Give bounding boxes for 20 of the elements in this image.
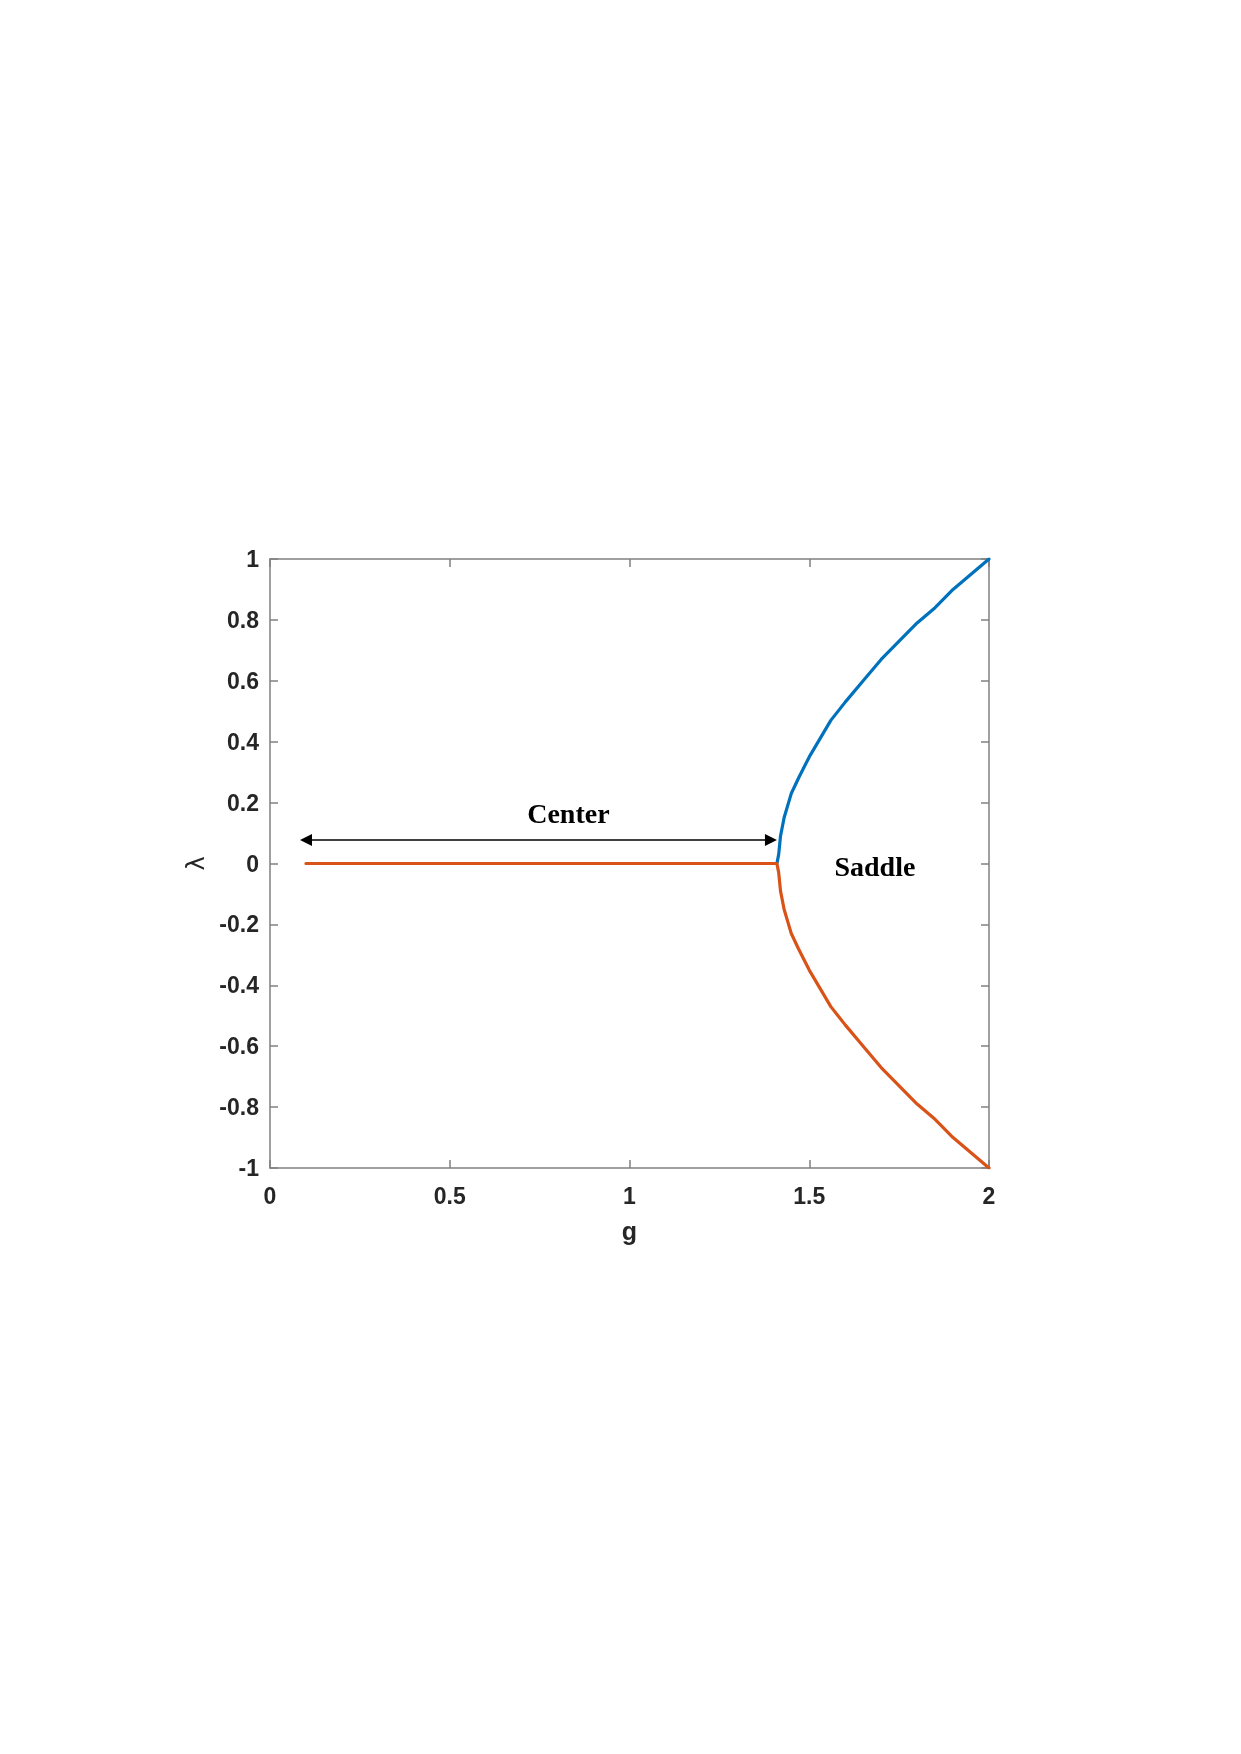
y-tick-label: 0.6 xyxy=(227,667,259,694)
annotation: Center xyxy=(527,797,610,829)
y-tick-label: 0.8 xyxy=(227,606,260,633)
y-tick-label: 0.2 xyxy=(227,789,259,816)
y-tick-label: -0.8 xyxy=(219,1094,260,1121)
x-tick-label: 0.5 xyxy=(433,1182,466,1209)
annotation: Saddle xyxy=(834,850,916,882)
y-tick-label: -0.2 xyxy=(219,911,259,938)
x-axis-title: g xyxy=(621,1216,638,1245)
y-tick-label: 1 xyxy=(246,546,260,572)
y-tick-label: -0.4 xyxy=(219,972,260,999)
x-tick-label: 0 xyxy=(263,1182,277,1209)
y-axis-title: λ xyxy=(182,856,210,871)
y-tick-label: 0 xyxy=(246,850,259,877)
y-tick-label: -0.6 xyxy=(219,1033,259,1060)
x-tick-label: 1 xyxy=(623,1182,637,1209)
y-tick-label: 0.4 xyxy=(227,728,260,755)
x-tick-label: 1.5 xyxy=(793,1182,826,1209)
x-tick-label: 2 xyxy=(982,1182,996,1209)
y-tick-label: -1 xyxy=(238,1155,260,1181)
